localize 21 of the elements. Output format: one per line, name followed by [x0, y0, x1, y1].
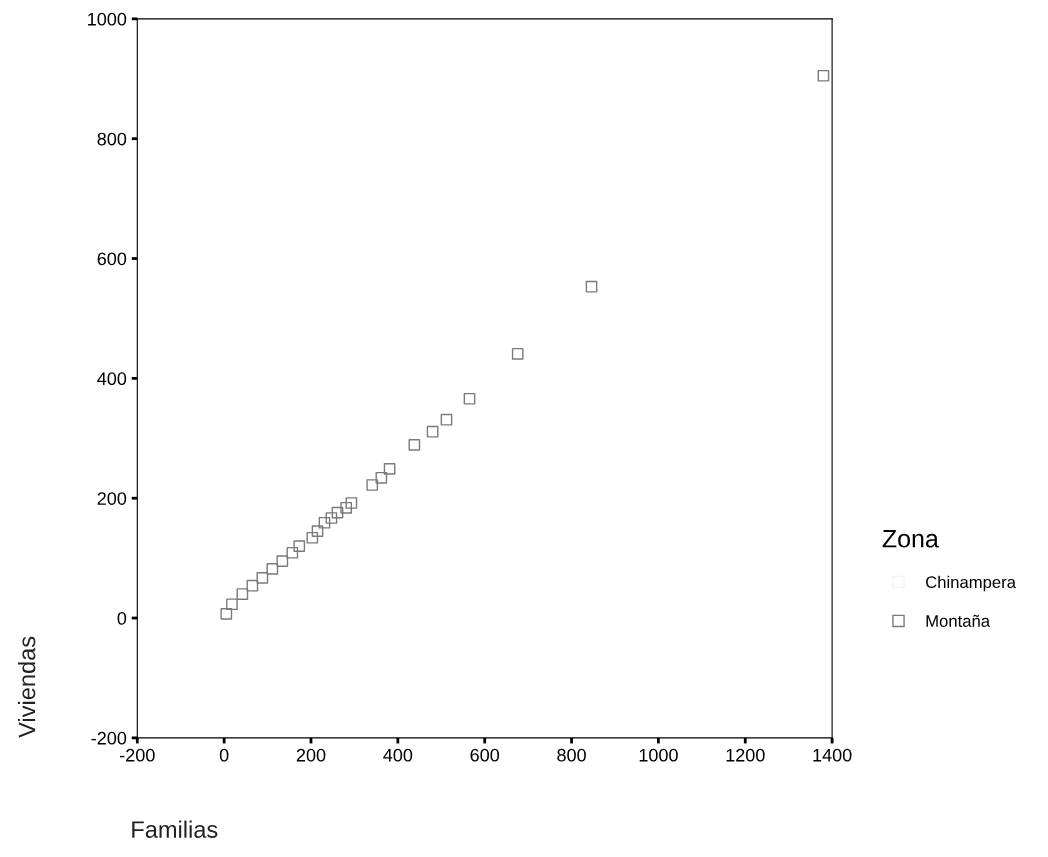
y-tick-label: 600 [97, 252, 127, 266]
y-axis-title: Viviendas [18, 636, 36, 738]
y-tick-label: 1000 [88, 12, 127, 26]
y-tick-label: 800 [97, 132, 127, 146]
legend-label: Chinampera [926, 575, 1016, 592]
y-tick-label: -200 [91, 731, 127, 745]
x-tick-label: 200 [296, 748, 326, 762]
x-tick-label: 400 [383, 748, 413, 762]
x-tick-label: 1400 [813, 748, 852, 762]
x-tick-label: -200 [120, 748, 155, 762]
legend-title: Zona [882, 530, 939, 548]
legend-label: Montaña [926, 614, 991, 627]
y-tick-label: 200 [97, 492, 127, 505]
x-tick-label: 1200 [726, 748, 765, 762]
x-tick-label: 0 [219, 748, 229, 762]
x-axis-title: Familias [132, 820, 218, 838]
x-tick-label: 1000 [639, 748, 678, 762]
x-tick-label: 600 [470, 748, 500, 762]
x-tick-label: 800 [557, 748, 586, 762]
y-tick-label: 0 [117, 611, 127, 625]
y-tick-label: 400 [97, 372, 127, 386]
